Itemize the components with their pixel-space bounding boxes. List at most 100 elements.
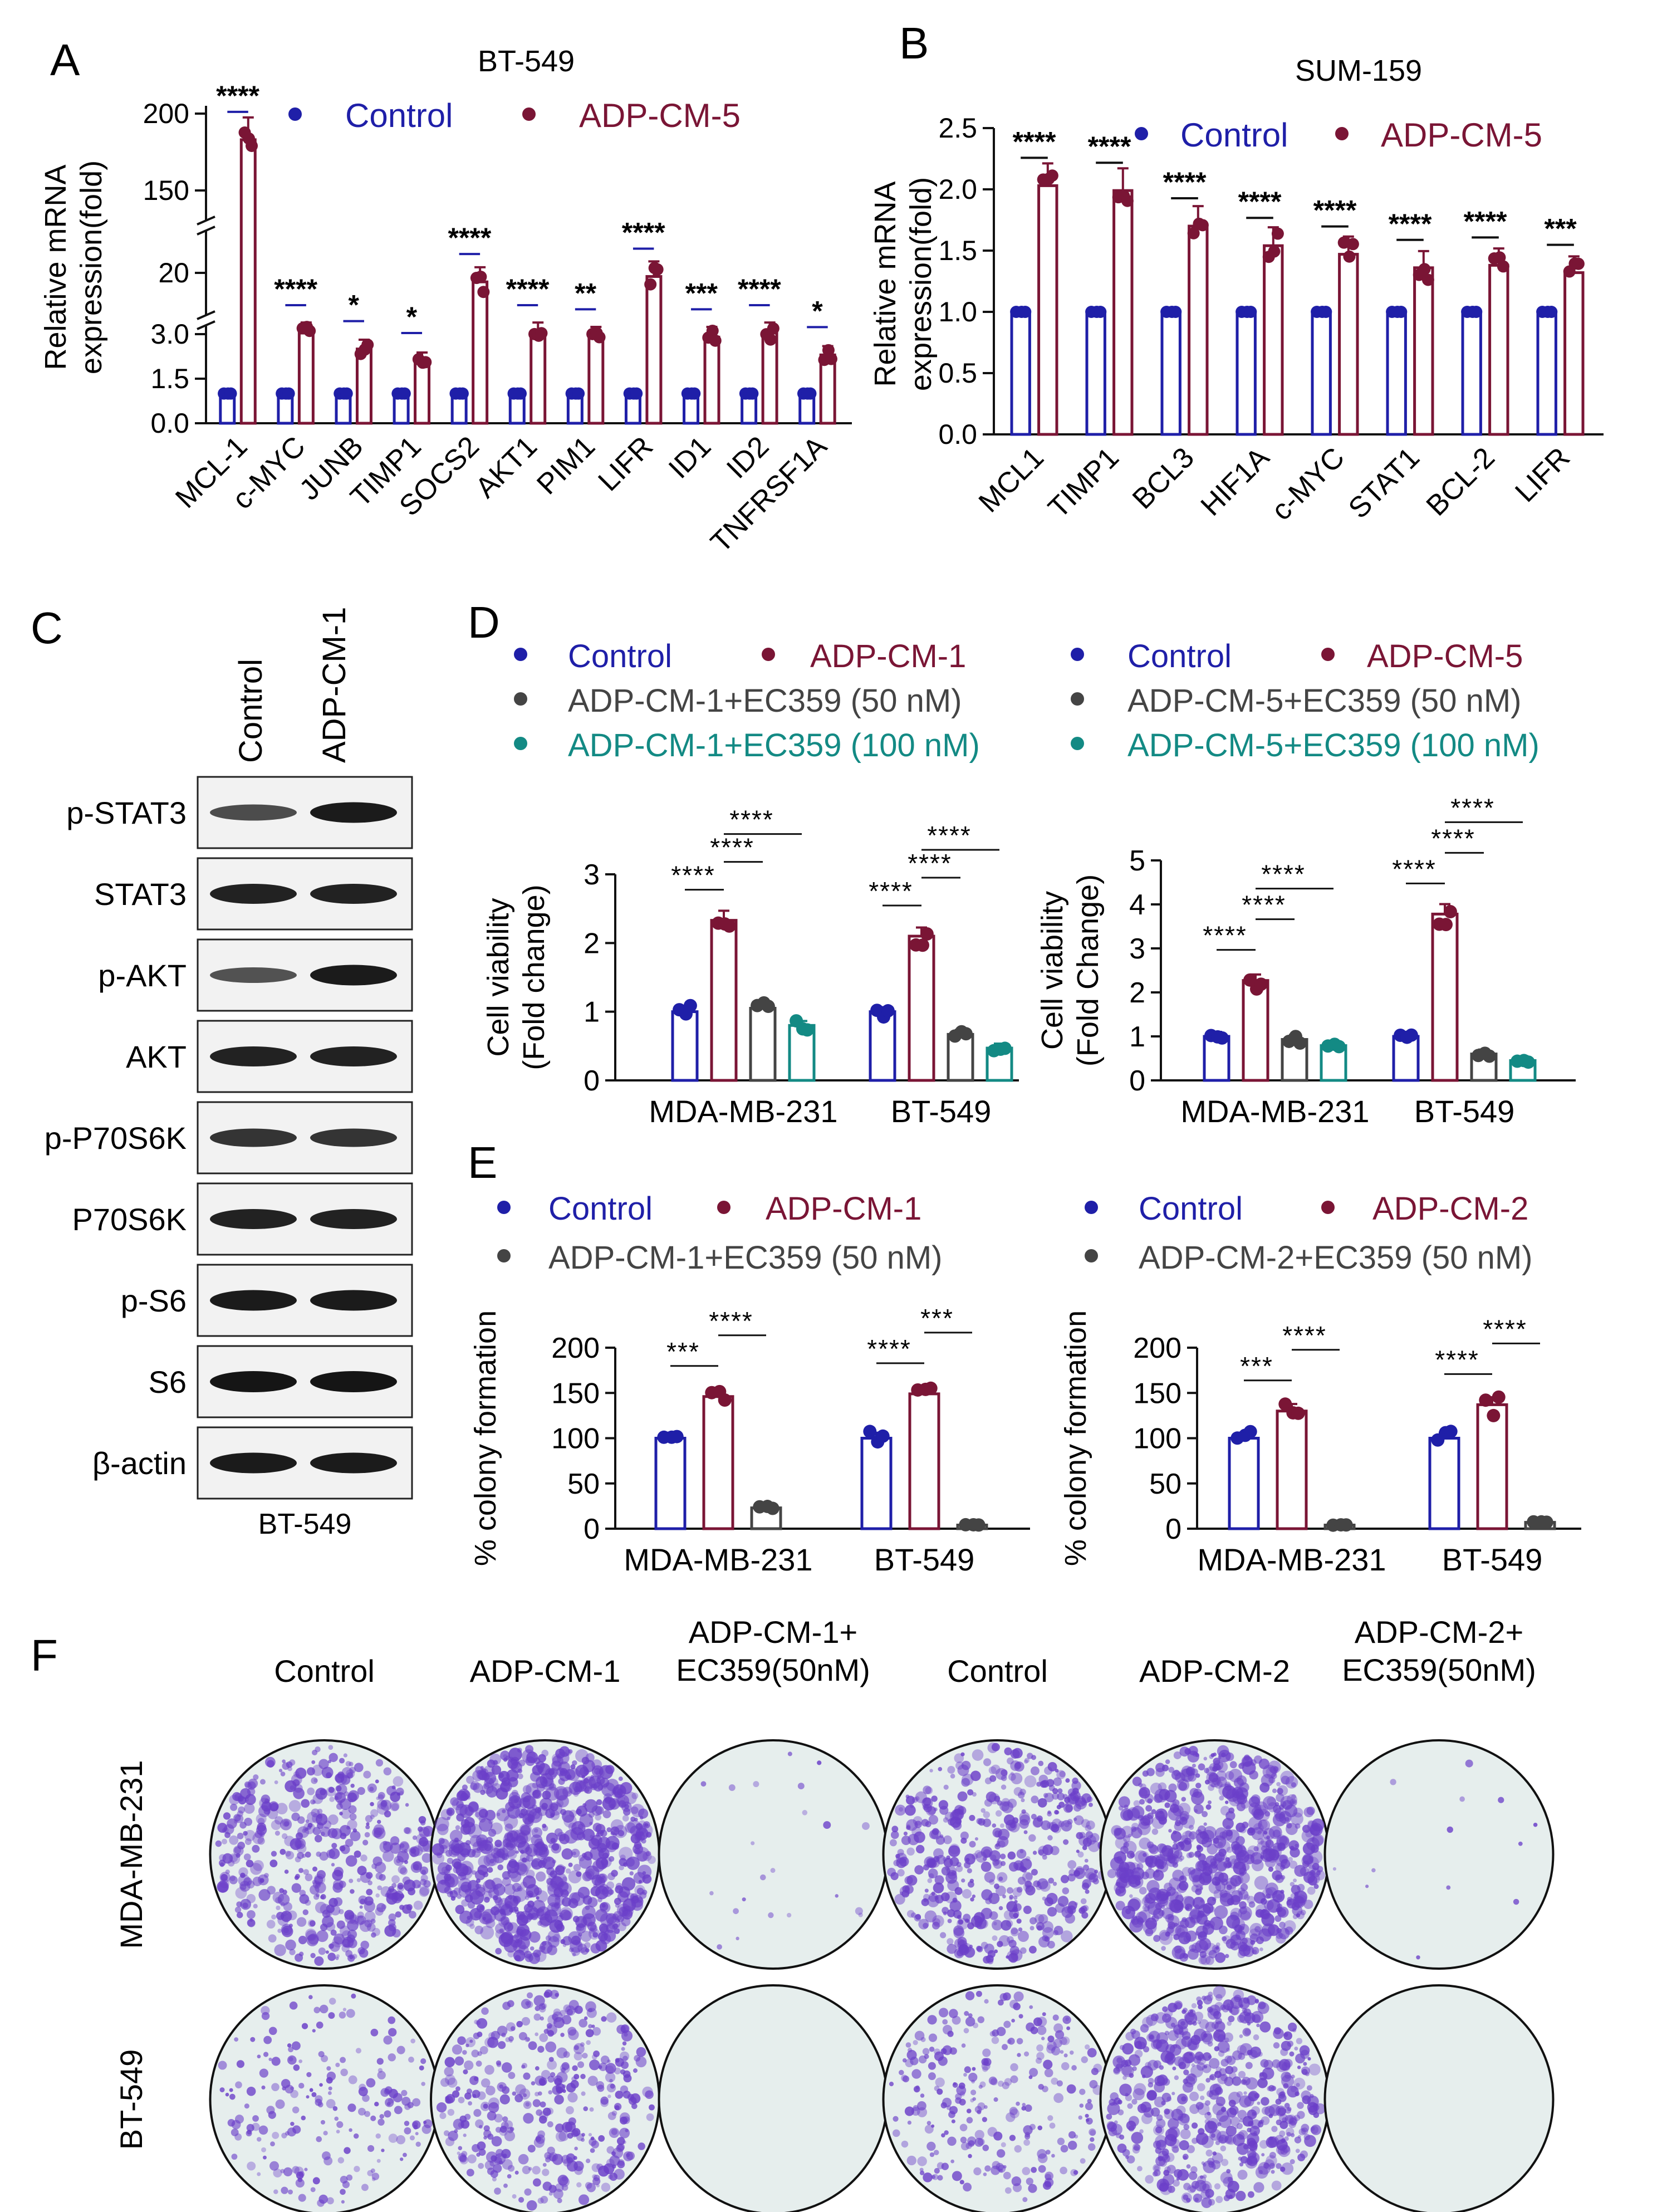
colony-spot [1008,2038,1015,2045]
colony-spot [1125,1869,1134,1878]
colony-spot [1225,1857,1230,1862]
colony-spot [1276,2119,1282,2126]
colony-spot [521,1999,531,2009]
colony-spot [543,2029,549,2034]
colony-spot [1145,1928,1154,1936]
colony-spot [585,2001,596,2013]
colony-spot [379,1841,391,1853]
colony-spot [964,2011,969,2016]
colony-spot [1208,1991,1213,1997]
colony-spot [1118,1796,1130,1808]
blot-lane-label-control: Control [233,659,269,763]
colony-spot [1085,2102,1093,2111]
colony-spot [1168,1766,1175,1773]
colony-spot [1139,2129,1144,2134]
colony-spot [598,2065,602,2069]
colony-spot [1115,1901,1125,1911]
colony-spot [1183,2008,1188,2013]
chart-B-ylabel: Relative mRNAexpression(fold) [869,177,938,391]
colony-spot [1253,2034,1259,2040]
colony-spot [768,1912,774,1919]
colony-spot [998,1876,1003,1881]
colony-spot [561,1897,571,1907]
chart-A-bar-treat [761,331,778,425]
colony-spot [1300,2049,1310,2059]
colony-spot [481,2007,489,2015]
colony-spot [1022,1872,1033,1883]
colony-spot [502,2116,508,2122]
colony-spot [987,1742,998,1753]
colony-spot [955,1865,963,1872]
colony-spot [1049,2122,1056,2129]
colony-spot [1077,1851,1084,1858]
colony-spot [458,2097,465,2103]
colony-spot [1204,2112,1212,2120]
colony-spot [1289,2051,1295,2057]
colony-spot [376,1803,389,1815]
colony-spot [297,2177,303,2182]
colony-spot [345,1761,351,1767]
colony-spot [406,1904,413,1911]
colony-spot [366,1822,370,1826]
colony-spot [1223,1999,1234,2010]
colony-spot [1174,2056,1184,2067]
colony-spot [500,1750,510,1761]
colony-spot [340,2189,346,2195]
colony-spot [1008,1952,1018,1963]
colony-spot [1148,2078,1154,2084]
colony-spot [1258,2162,1271,2175]
colony-spot [1125,2032,1135,2041]
colony-spot [1213,1837,1219,1844]
colony-spot [1068,2131,1076,2139]
colony-spot [447,2108,455,2116]
colony-spot [635,1847,650,1862]
colony-spot [1060,2050,1064,2054]
legend-d1-label-0: Control [568,638,672,674]
colony-spot [494,2187,501,2195]
colony-spot [1060,2166,1067,2175]
colony-spot [374,1827,386,1839]
colony-spot [256,2137,262,2142]
chart-E1-point [718,1393,732,1407]
chart-D1-bar-s0 [671,1010,699,1082]
colony-spot [347,1954,355,1962]
colony-spot [1010,2075,1018,2083]
colony-spot [933,1882,944,1893]
colony-spot [1303,1807,1314,1818]
colony-spot [937,2088,943,2095]
colony-spot [555,1894,561,1900]
colony-spot [1165,1759,1170,1764]
chart-E1-point [924,1381,938,1395]
colony-spot [306,1934,318,1946]
chart-B-sig-stars: **** [1464,205,1507,237]
chart-A-sig-stars: **** [216,80,259,111]
colony-spot [1307,1886,1316,1895]
colony-spot [980,1846,993,1858]
colony-spot [541,1945,546,1950]
colony-spot [340,2068,348,2077]
colony-spot [943,1784,949,1790]
colony-spot [1035,1914,1045,1924]
chart-B-point [1395,306,1408,318]
legend-e1-dot-1 [717,1201,731,1214]
colony-spot [1513,1898,1519,1905]
colony-spot [1145,2062,1151,2069]
colony-spot [1168,1829,1172,1833]
colony-spot [404,1827,411,1834]
colony-spot [1309,1823,1323,1837]
colony-spot [940,1892,950,1902]
colony-spot [1271,2126,1278,2132]
colony-spot [1058,1802,1065,1808]
blot-band [310,884,397,904]
chart-D1-ytick-label: 2 [584,927,600,960]
colony-spot [1195,2102,1204,2110]
colony-spot [1027,1753,1033,1759]
chart-A-bar-treat [414,359,431,425]
colony-spot [361,2184,369,2191]
colony-spot [1181,2113,1187,2118]
colony-spot [404,1860,408,1864]
colony-spot [297,1816,305,1824]
colony-spot [607,2112,616,2120]
colony-spot [1062,1794,1068,1799]
colony-spot [1184,1896,1195,1907]
